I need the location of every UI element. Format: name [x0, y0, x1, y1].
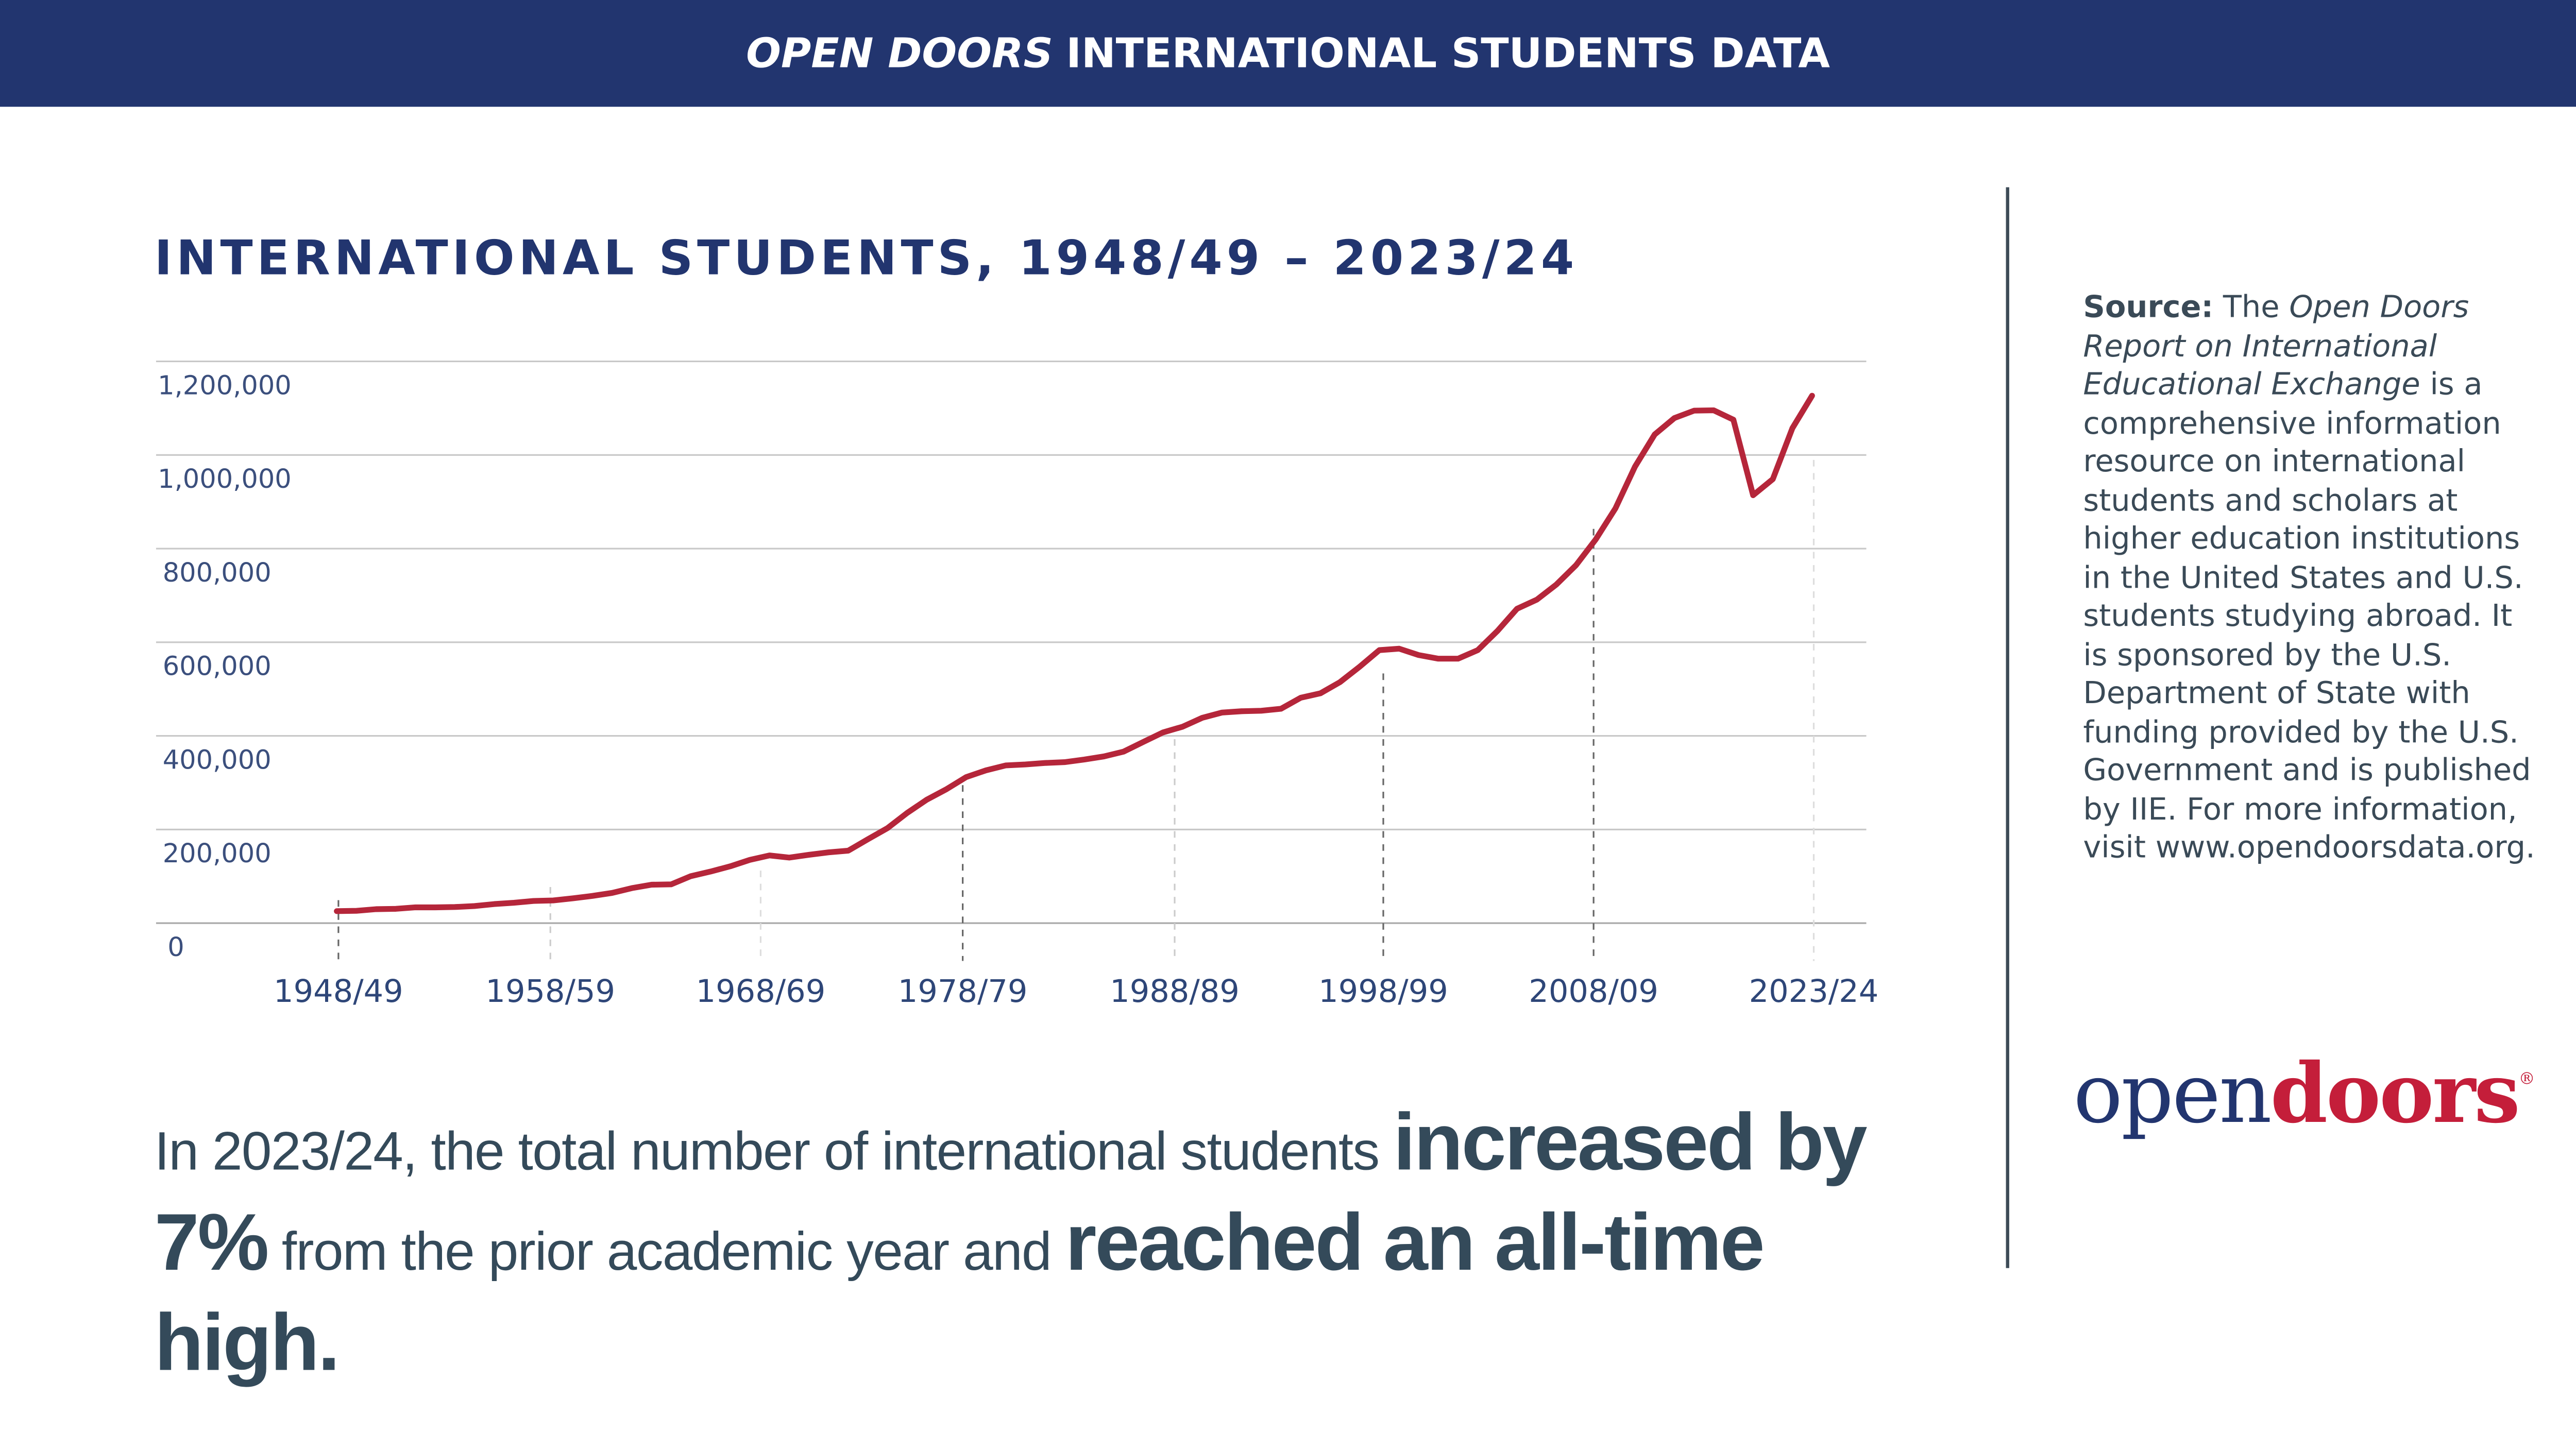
data-point: [336, 911, 337, 912]
x-tick-label: 1948/49: [274, 974, 403, 1010]
series-line-international-students: [334, 393, 1815, 914]
data-point: [454, 907, 455, 908]
data-point: [376, 909, 377, 910]
data-point: [474, 906, 475, 907]
x-tick-label: 1958/59: [485, 974, 615, 1010]
x-tick-label: 1988/89: [1110, 974, 1240, 1010]
y-tick-label: 600,000: [163, 652, 272, 682]
data-point: [1575, 565, 1577, 566]
data-point: [1556, 584, 1557, 585]
data-point: [1300, 697, 1301, 698]
logo-doors: doors: [2270, 1045, 2520, 1142]
data-point: [1340, 682, 1341, 683]
y-tick-label: 200,000: [163, 839, 272, 869]
summary-text: In 2023/24, the total number of internat…: [155, 1097, 1962, 1398]
data-point: [1615, 508, 1616, 509]
x-tick-label: 1978/79: [898, 974, 1028, 1010]
summary-part1: In 2023/24, the total number of internat…: [154, 1120, 1394, 1181]
registered-mark: ®: [2518, 1071, 2535, 1089]
data-point: [1792, 428, 1793, 429]
x-tick-label: 1998/99: [1318, 974, 1448, 1010]
summary-highlight-high: reached an all-time high.: [154, 1199, 1765, 1388]
y-tick-label: 1,200,000: [158, 370, 292, 401]
data-point: [651, 884, 652, 885]
source-note: Source: The Open Doors Report on Interna…: [2083, 289, 2543, 868]
data-point: [1497, 630, 1498, 632]
data-point: [1222, 712, 1223, 713]
x-tick-label: 2023/24: [1749, 974, 1879, 1010]
data-point: [1182, 726, 1183, 727]
y-tick-label: 400,000: [163, 745, 272, 775]
y-tick-label: 800,000: [163, 558, 272, 588]
data-point: [415, 907, 416, 908]
y-tick-label: 0: [167, 932, 184, 963]
data-point: [1654, 434, 1655, 435]
x-tick-label: 2008/09: [1529, 974, 1658, 1010]
data-point: [1261, 710, 1262, 711]
source-label: Source:: [2083, 291, 2214, 326]
data-point: [769, 855, 770, 856]
data-point: [828, 852, 829, 853]
data-point: [494, 904, 495, 905]
opendoors-logo: opendoors®: [2073, 1045, 2535, 1142]
summary-highlight-increase: increased by 7%: [154, 1099, 1868, 1288]
data-point: [1733, 419, 1734, 420]
logo-open: open: [2073, 1046, 2272, 1142]
data-point: [1025, 764, 1026, 765]
summary-part2: from the prior academic year and: [267, 1220, 1065, 1282]
vertical-divider: [2006, 187, 2009, 1268]
header-banner: OPEN DOORS INTERNATIONAL STUDENTS DATA: [0, 0, 2576, 107]
header-title: INTERNATIONAL STUDENTS DATA: [1066, 29, 1830, 77]
source-text-1: The: [2213, 291, 2290, 326]
data-point: [848, 850, 849, 851]
data-point: [946, 789, 947, 790]
data-point: [789, 857, 790, 858]
source-text-2: is a comprehensive information resource …: [2083, 368, 2535, 866]
x-tick-label: 1968/69: [696, 974, 826, 1010]
header-title-italic: OPEN DOORS: [746, 29, 1053, 77]
chart-title: INTERNATIONAL STUDENTS, 1948/49 – 2023/2…: [154, 230, 1579, 286]
y-tick-label: 1,000,000: [158, 464, 292, 495]
data-point: [1379, 650, 1380, 651]
source-report-title: Open Doors Report on International Educa…: [2083, 291, 2469, 403]
